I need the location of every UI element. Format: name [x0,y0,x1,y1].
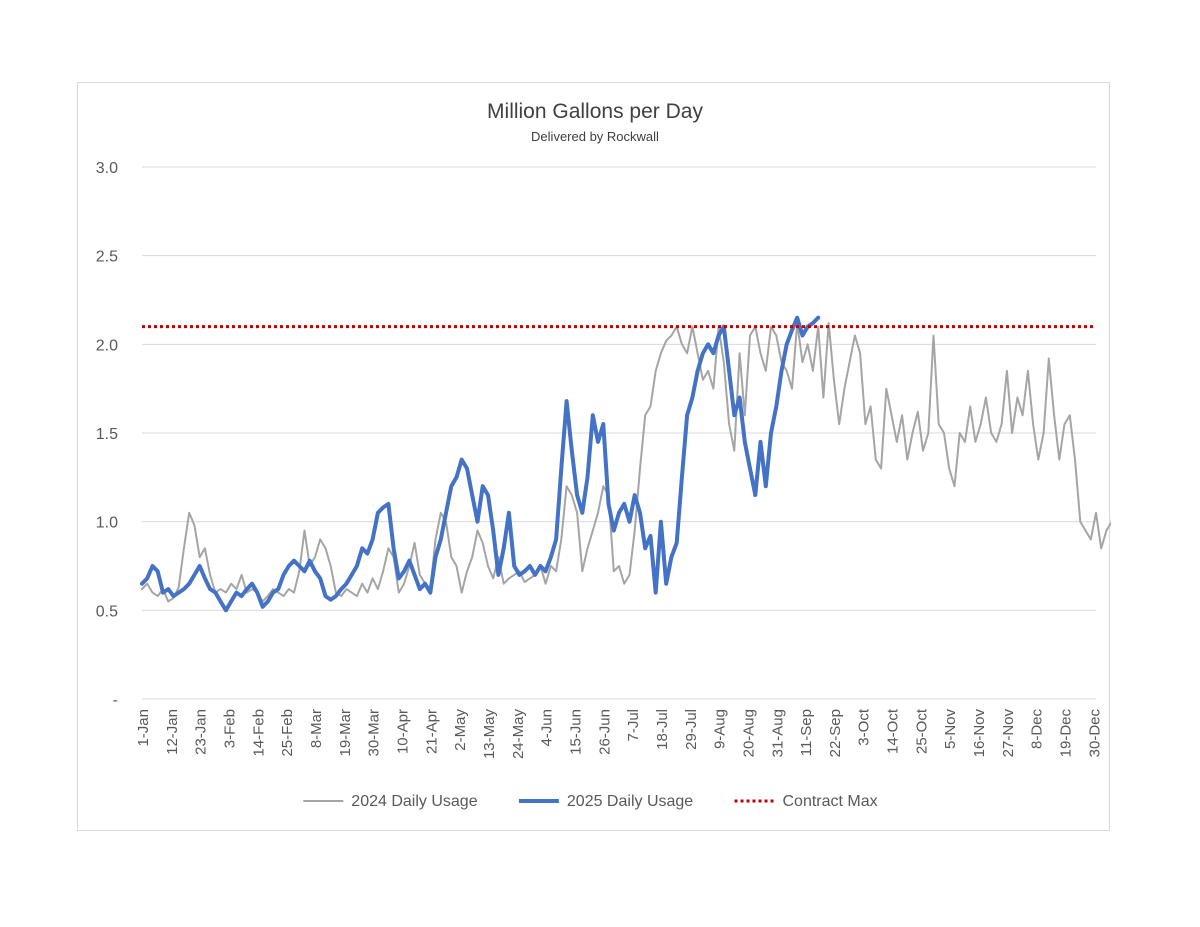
x-tick: 2-May [452,709,469,751]
x-tick-label: 20-Aug [740,709,757,757]
x-tick: 29-Jul [683,709,700,750]
x-tick: 11-Sep [798,709,815,756]
x-tick-label: 21-Apr [423,709,440,754]
x-tick: 14-Oct [885,708,902,754]
x-tick: 31-Aug [769,709,786,757]
x-tick: 25-Oct [913,708,930,754]
x-tick: 4-Jun [539,709,556,747]
x-tick-label: 14-Feb [250,709,267,757]
x-tick-label: 1-Jan [135,709,152,747]
x-tick: 22-Sep [827,709,844,757]
x-tick-label: 13-May [481,709,498,760]
x-tick: 7-Jul [625,709,642,742]
x-tick: 5-Nov [942,709,959,750]
x-tick: 9-Aug [712,709,729,749]
x-tick: 26-Jun [596,709,613,755]
y-tick-label: - [113,692,118,709]
x-tick: 13-May [481,709,498,760]
chart-subtitle: Delivered by Rockwall [531,129,659,144]
y-tick-label: 1.5 [96,426,118,443]
gridlines [142,166,1096,700]
x-tick: 10-Apr [394,709,411,754]
x-tick-label: 27-Nov [1000,709,1017,758]
x-tick: 23-Jan [193,709,210,755]
x-tick: 14-Feb [250,709,267,757]
x-tick-label: 30-Dec [1086,709,1103,758]
x-tick: 21-Apr [423,709,440,754]
x-tick-label: 15-Jun [567,709,584,755]
x-tick-label: 25-Feb [279,709,296,757]
x-tick-label: 10-Apr [394,709,411,754]
x-tick-label: 4-Jun [539,709,556,747]
x-tick-label: 8-Dec [1029,709,1046,750]
chart-title: Million Gallons per Day [487,100,703,123]
y-axis-tick-labels: - 0.5 1.0 1.5 2.0 2.5 3.0 [96,160,118,709]
series-line-2024-daily-usage [141,322,1111,603]
legend-label-2024-daily-usage: 2024 Daily Usage [351,793,477,810]
x-tick-label: 9-Aug [712,709,729,749]
chart-svg: Million Gallons per Day Delivered by Roc… [96,100,1111,810]
x-tick-label: 23-Jan [193,709,210,755]
legend-label-2025-daily-usage: 2025 Daily Usage [567,793,693,810]
x-tick-label: 18-Jul [654,709,671,750]
x-tick-label: 25-Oct [913,708,930,754]
x-tick: 16-Nov [971,709,988,758]
x-tick: 30-Mar [366,709,383,757]
x-tick: 8-Mar [308,709,325,748]
x-tick-label: 11-Sep [798,709,815,756]
x-tick: 25-Feb [279,709,296,757]
y-tick-label: 2.5 [96,249,118,266]
x-tick-label: 30-Mar [366,709,383,757]
series-line-2025-daily-usage [140,315,821,613]
legend: 2024 Daily Usage 2025 Daily Usage Contract… [303,793,878,810]
x-tick: 15-Jun [567,709,584,755]
x-tick: 19-Mar [337,709,354,757]
x-tick-label: 26-Jun [596,709,613,755]
y-tick-label: 1.0 [96,515,118,532]
x-tick: 1-Jan [135,709,152,747]
x-tick: 20-Aug [740,709,757,757]
x-tick-label: 19-Mar [337,709,354,757]
x-axis-tick-labels: 1-Jan 12-Jan 23-Jan 3-Feb 14-Feb 25-Feb 8-Mar 1… [135,708,1103,759]
x-tick: 19-Dec [1058,709,1075,758]
x-tick: 27-Nov [1000,709,1017,758]
x-tick-label: 12-Jan [164,709,181,755]
x-tick-label: 5-Nov [942,709,959,750]
x-tick: 24-May [510,709,527,760]
y-tick-label: 2.0 [96,337,118,354]
x-tick-label: 14-Oct [885,708,902,754]
x-tick: 3-Feb [221,709,238,748]
x-tick-label: 29-Jul [683,709,700,750]
x-tick: 18-Jul [654,709,671,750]
plot-series [140,315,1111,613]
x-tick-label: 8-Mar [308,709,325,748]
x-tick-label: 24-May [510,709,527,760]
chart-frame: Million Gallons per Day Delivered by Roc… [77,82,1111,831]
x-tick: 12-Jan [164,709,181,755]
x-tick-label: 31-Aug [769,709,786,757]
y-tick-label: 0.5 [96,603,118,620]
x-tick: 3-Oct [856,708,873,746]
x-tick-label: 2-May [452,709,469,751]
legend-label-contract-max: Contract Max [783,793,878,810]
y-tick-label: 3.0 [96,160,118,177]
x-tick-label: 19-Dec [1058,709,1075,758]
x-tick-label: 3-Feb [221,709,238,748]
x-tick-label: 16-Nov [971,709,988,758]
x-tick: 30-Dec [1086,709,1103,758]
x-tick-label: 22-Sep [827,709,844,757]
x-tick-label: 7-Jul [625,709,642,742]
x-tick: 8-Dec [1029,709,1046,750]
x-tick-label: 3-Oct [856,708,873,746]
